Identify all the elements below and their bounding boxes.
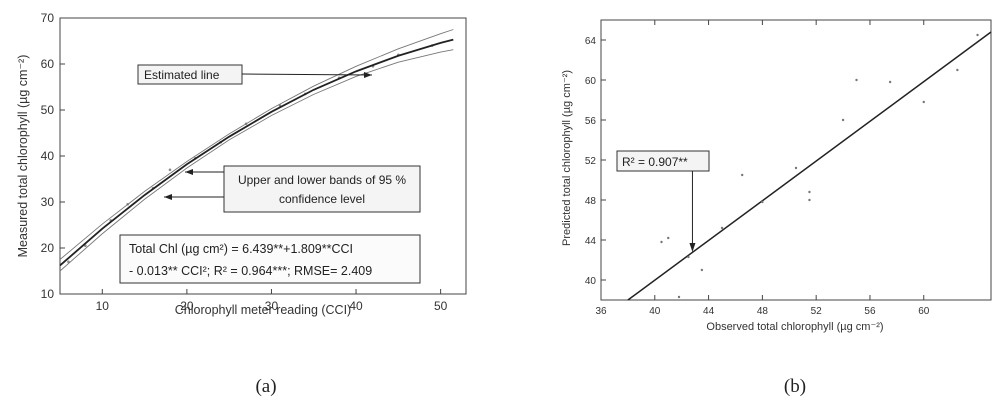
r2-box <box>616 150 710 172</box>
bands-box <box>223 165 421 213</box>
scatter-point-a <box>168 168 172 172</box>
x-axis-label-a: Chlorophyll meter reading (CCI) <box>175 303 351 317</box>
y-tick-label-a: 50 <box>41 103 55 117</box>
caption-a: (a) <box>255 376 276 397</box>
scatter-point-b <box>660 240 663 244</box>
x-tick-label-b: 44 <box>703 306 715 317</box>
lower-band-arrowhead <box>164 194 172 200</box>
scatter-point-b <box>808 198 811 202</box>
scatter-point-b <box>741 173 744 177</box>
scatter-point-b <box>761 200 764 204</box>
equation-line2: - 0.013** CCI²; R² = 0.964***; RMSE= 2.4… <box>129 264 372 278</box>
scatter-point-b <box>855 78 858 82</box>
x-tick-label-a: 10 <box>96 299 110 313</box>
x-tick-label-a: 50 <box>434 299 448 313</box>
y-tick-label-b: 64 <box>585 36 597 47</box>
x-tick-label-b: 52 <box>811 306 823 317</box>
y-tick-label-a: 40 <box>41 149 55 163</box>
y-tick-label-a: 60 <box>41 57 55 71</box>
y-tick-label-b: 60 <box>585 76 597 87</box>
x-tick-label-b: 56 <box>864 306 876 317</box>
bands-label-line2: confidence level <box>279 192 365 206</box>
y-tick-label-b: 40 <box>585 276 597 287</box>
scatter-point-b <box>841 118 845 122</box>
x-tick-label-a: 40 <box>349 299 363 313</box>
scatter-point-b <box>667 236 670 240</box>
scatter-point-b <box>687 255 690 259</box>
estimated-line-arrowhead <box>364 72 372 78</box>
bands-label-line1: Upper and lower bands of 95 % <box>238 173 406 187</box>
estimated-line-label: Estimated line <box>144 68 220 82</box>
panel-b-chart: 36 40 44 48 52 56 60 40 44 48 52 56 60 64 Observed to… <box>561 19 992 333</box>
scatter-point-b <box>700 268 704 272</box>
scatter-point-b <box>956 68 959 72</box>
y-axis-label-a: Measured total chlorophyll (µg cm⁻²) <box>16 55 30 258</box>
x-tick-label-b: 40 <box>649 306 661 317</box>
scatter-point-b <box>976 33 979 37</box>
caption-b: (b) <box>784 376 806 397</box>
lower-line <box>59 49 454 272</box>
scatter-point-b <box>720 226 724 230</box>
scatter-point-b <box>888 80 892 84</box>
y-axis-label-b: Predicted total chlorophyll (µg cm⁻²) <box>561 70 573 246</box>
y-tick-label-a: 20 <box>41 241 55 255</box>
scatter-point-b <box>808 190 811 194</box>
panel-a-chart: 10 20 30 40 50 10 20 30 40 50 60 70 Chlorophyll met… <box>16 11 467 317</box>
x-tick-label-a: 20 <box>180 299 194 313</box>
scatter-point-b <box>677 295 681 299</box>
r2-label: R² = 0.907** <box>622 155 688 169</box>
x-tick-label-b: 48 <box>757 306 769 317</box>
y-tick-label-a: 70 <box>41 11 55 25</box>
upper-band-arrowhead <box>185 169 193 175</box>
estimated-line-arrow <box>241 73 373 76</box>
fit-line <box>627 31 992 301</box>
equation-box <box>119 234 421 284</box>
x-tick-label-b: 60 <box>918 306 930 317</box>
x-tick-label-b: 36 <box>595 306 607 317</box>
scatter-point-b <box>922 100 925 104</box>
scatter-point-b <box>794 166 798 170</box>
upper-line <box>59 29 454 260</box>
y-tick-label-b: 56 <box>585 116 597 127</box>
equation-line1: Total Chl (µg cm²) = 6.439**+1.809**CCI <box>129 242 353 256</box>
y-tick-label-a: 10 <box>41 287 55 301</box>
estimated-line <box>59 38 454 267</box>
y-tick-label-b: 48 <box>585 196 597 207</box>
y-tick-label-b: 52 <box>585 156 597 167</box>
y-tick-label-a: 30 <box>41 195 55 209</box>
r2-arrowhead <box>689 243 696 252</box>
x-axis-label-b: Observed total chlorophyll (µg cm⁻²) <box>706 321 883 333</box>
x-tick-label-a: 30 <box>265 299 279 313</box>
y-tick-label-b: 44 <box>585 236 597 247</box>
